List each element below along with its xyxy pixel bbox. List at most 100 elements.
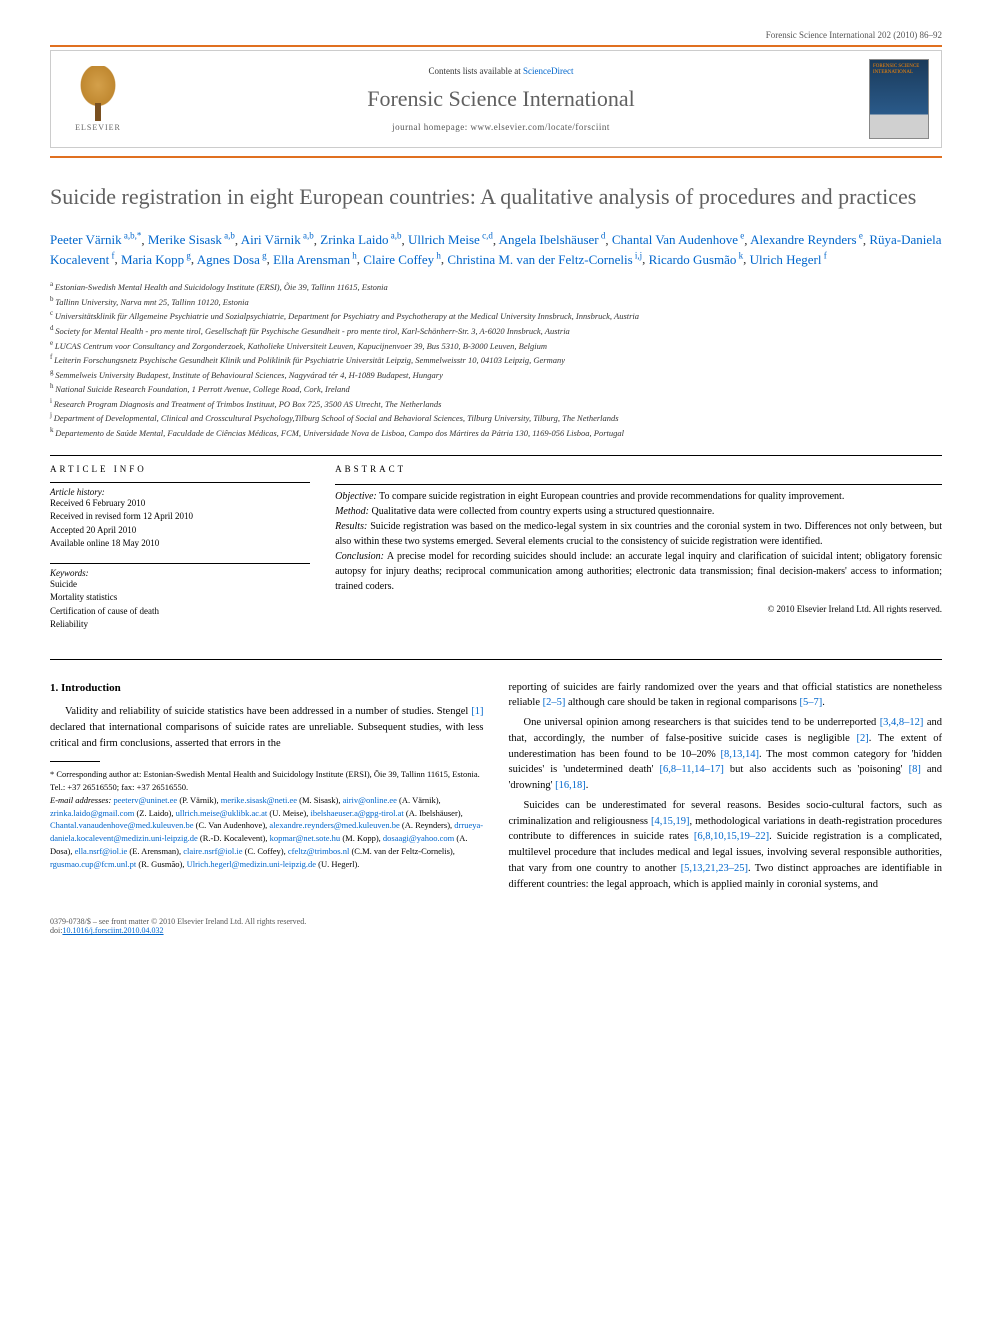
author: Maria Kopp g bbox=[121, 252, 191, 267]
citation-link[interactable]: [6,8,10,15,19–22] bbox=[694, 831, 769, 842]
elsevier-label: ELSEVIER bbox=[75, 123, 121, 132]
citation-link[interactable]: [1] bbox=[471, 706, 483, 717]
email-link[interactable]: kopmar@net.sote.hu bbox=[270, 833, 341, 843]
author-affiliation-sup: a,b bbox=[388, 231, 401, 241]
history-line: Accepted 20 April 2010 bbox=[50, 524, 310, 538]
bottom-bar: 0379-0738/$ – see front matter © 2010 El… bbox=[50, 912, 942, 935]
abstract-part: Conclusion: A precise model for recordin… bbox=[335, 549, 942, 594]
elsevier-logo: ELSEVIER bbox=[63, 59, 133, 139]
citation-link[interactable]: [8,13,14] bbox=[720, 749, 759, 760]
keyword-line: Reliability bbox=[50, 618, 310, 632]
author-link[interactable]: Alexandre Reynders bbox=[750, 232, 857, 247]
author-link[interactable]: Ella Arensman bbox=[273, 252, 350, 267]
abstract-part: Objective: To compare suicide registrati… bbox=[335, 489, 942, 504]
affiliation-line: e LUCAS Centrum voor Consultancy and Zor… bbox=[50, 338, 942, 353]
author-affiliation-sup: f bbox=[821, 250, 826, 260]
elsevier-tree-icon bbox=[68, 66, 128, 121]
author: Ullrich Meise c,d bbox=[408, 232, 493, 247]
keyword-line: Mortality statistics bbox=[50, 591, 310, 605]
email-addresses-label: E-mail addresses: bbox=[50, 795, 113, 805]
section-divider-2 bbox=[50, 659, 942, 660]
author-link[interactable]: Claire Coffey bbox=[363, 252, 434, 267]
author: Ricardo Gusmão k bbox=[649, 252, 743, 267]
author: Merike Sisask a,b bbox=[148, 232, 235, 247]
email-link[interactable]: alexandre.reynders@med.kuleuven.be bbox=[269, 820, 399, 830]
email-link[interactable]: rgusmao.cup@fcm.unl.pt bbox=[50, 859, 136, 869]
citation-link[interactable]: [5–7] bbox=[800, 697, 823, 708]
abstract-copyright: © 2010 Elsevier Ireland Ltd. All rights … bbox=[335, 604, 942, 614]
contents-available-text: Contents lists available at ScienceDirec… bbox=[148, 66, 854, 76]
author-link[interactable]: Merike Sisask bbox=[148, 232, 222, 247]
orange-separator-2 bbox=[50, 156, 942, 158]
author-link[interactable]: Zrinka Laido bbox=[320, 232, 388, 247]
author-affiliation-sup: i,j bbox=[633, 250, 643, 260]
author-link[interactable]: Agnes Dosa bbox=[197, 252, 260, 267]
author-affiliation-sup: c,d bbox=[480, 231, 493, 241]
journal-cover-thumbnail: FORENSIC SCIENCE INTERNATIONAL bbox=[869, 59, 929, 139]
email-link[interactable]: Chantal.vanaudenhove@med.kuleuven.be bbox=[50, 820, 194, 830]
citation-link[interactable]: [5,13,21,23–25] bbox=[681, 863, 748, 874]
citation-link[interactable]: [16,18] bbox=[555, 780, 586, 791]
email-link[interactable]: ibelshaeuser.a@gpg-tirol.at bbox=[310, 808, 403, 818]
affiliation-line: d Society for Mental Health - pro mente … bbox=[50, 323, 942, 338]
keywords-label: Keywords: bbox=[50, 568, 310, 578]
article-info-panel: ARTICLE INFO Article history: Received 6… bbox=[50, 464, 310, 644]
author-link[interactable]: Maria Kopp bbox=[121, 252, 184, 267]
author-affiliation-sup: e bbox=[738, 231, 744, 241]
author: Angela Ibelshäuser d bbox=[499, 232, 606, 247]
email-link[interactable]: peeterv@uninet.ee bbox=[113, 795, 177, 805]
author-affiliation-sup: d bbox=[599, 231, 606, 241]
abstract-part: Results: Suicide registration was based … bbox=[335, 519, 942, 549]
email-link[interactable]: ullrich.meise@uklibk.ac.at bbox=[176, 808, 268, 818]
email-link[interactable]: cfeltz@trimbos.nl bbox=[288, 846, 349, 856]
author-link[interactable]: Ullrich Meise bbox=[408, 232, 480, 247]
email-link[interactable]: merike.sisask@neti.ee bbox=[221, 795, 297, 805]
abstract-panel: ABSTRACT Objective: To compare suicide r… bbox=[335, 464, 942, 644]
author-link[interactable]: Peeter Värnik bbox=[50, 232, 122, 247]
citation-link[interactable]: [4,15,19] bbox=[651, 816, 690, 827]
affiliation-line: g Semmelweis University Budapest, Instit… bbox=[50, 367, 942, 382]
author-link[interactable]: Chantal Van Audenhove bbox=[612, 232, 738, 247]
affiliation-line: f Leiterin Forschungsnetz Psychische Ges… bbox=[50, 352, 942, 367]
doi-link[interactable]: 10.1016/j.forsciint.2010.04.032 bbox=[62, 926, 163, 935]
author-list: Peeter Värnik a,b,*, Merike Sisask a,b, … bbox=[50, 230, 942, 270]
email-link[interactable]: dosaagi@yahoo.com bbox=[383, 833, 454, 843]
affiliation-line: h National Suicide Research Foundation, … bbox=[50, 381, 942, 396]
intro-para-1-cont: reporting of suicides are fairly randomi… bbox=[509, 680, 943, 712]
doi-label: doi: bbox=[50, 926, 62, 935]
citation-link[interactable]: [3,4,8–12] bbox=[880, 717, 924, 728]
email-link[interactable]: claire.nsrf@iol.ie bbox=[183, 846, 242, 856]
front-matter-line: 0379-0738/$ – see front matter © 2010 El… bbox=[50, 917, 306, 926]
footnote-separator bbox=[50, 761, 100, 762]
author-affiliation-sup: e bbox=[857, 231, 863, 241]
section-divider bbox=[50, 455, 942, 456]
sciencedirect-link[interactable]: ScienceDirect bbox=[523, 66, 573, 76]
author-link[interactable]: Ricardo Gusmão bbox=[649, 252, 737, 267]
citation-link[interactable]: [8] bbox=[909, 764, 921, 775]
author-link[interactable]: Airi Värnik bbox=[241, 232, 301, 247]
footnotes-block: * Corresponding author at: Estonian-Swed… bbox=[50, 768, 484, 870]
main-body-columns: 1. Introduction Validity and reliability… bbox=[50, 680, 942, 893]
author-link[interactable]: Ulrich Hegerl bbox=[750, 252, 822, 267]
author-affiliation-sup: h bbox=[434, 250, 441, 260]
author-link[interactable]: Christina M. van der Feltz-Cornelis bbox=[447, 252, 632, 267]
author-affiliation-sup: a,b bbox=[301, 231, 314, 241]
author: Agnes Dosa g bbox=[197, 252, 267, 267]
section-1-heading: 1. Introduction bbox=[50, 680, 484, 697]
author: Ella Arensman h bbox=[273, 252, 357, 267]
article-info-heading: ARTICLE INFO bbox=[50, 464, 310, 474]
citation-link[interactable]: [2] bbox=[856, 733, 868, 744]
author-affiliation-sup: g bbox=[184, 250, 191, 260]
citation-link[interactable]: [2–5] bbox=[543, 697, 566, 708]
citation-link[interactable]: [6,8–11,14–17] bbox=[660, 764, 724, 775]
author-affiliation-sup: g bbox=[260, 250, 267, 260]
email-link[interactable]: Ulrich.hegerl@medizin.uni-leipzig.de bbox=[187, 859, 316, 869]
email-link[interactable]: ella.nsrf@iol.ie bbox=[75, 846, 128, 856]
author-affiliation-sup: f bbox=[109, 250, 114, 260]
affiliation-line: c Universitätsklinik für Allgemeine Psyc… bbox=[50, 308, 942, 323]
affiliation-line: j Department of Developmental, Clinical … bbox=[50, 410, 942, 425]
email-link[interactable]: airiv@online.ee bbox=[343, 795, 397, 805]
author: Claire Coffey h bbox=[363, 252, 441, 267]
author-link[interactable]: Angela Ibelshäuser bbox=[499, 232, 599, 247]
email-link[interactable]: zrinka.laido@gmail.com bbox=[50, 808, 134, 818]
